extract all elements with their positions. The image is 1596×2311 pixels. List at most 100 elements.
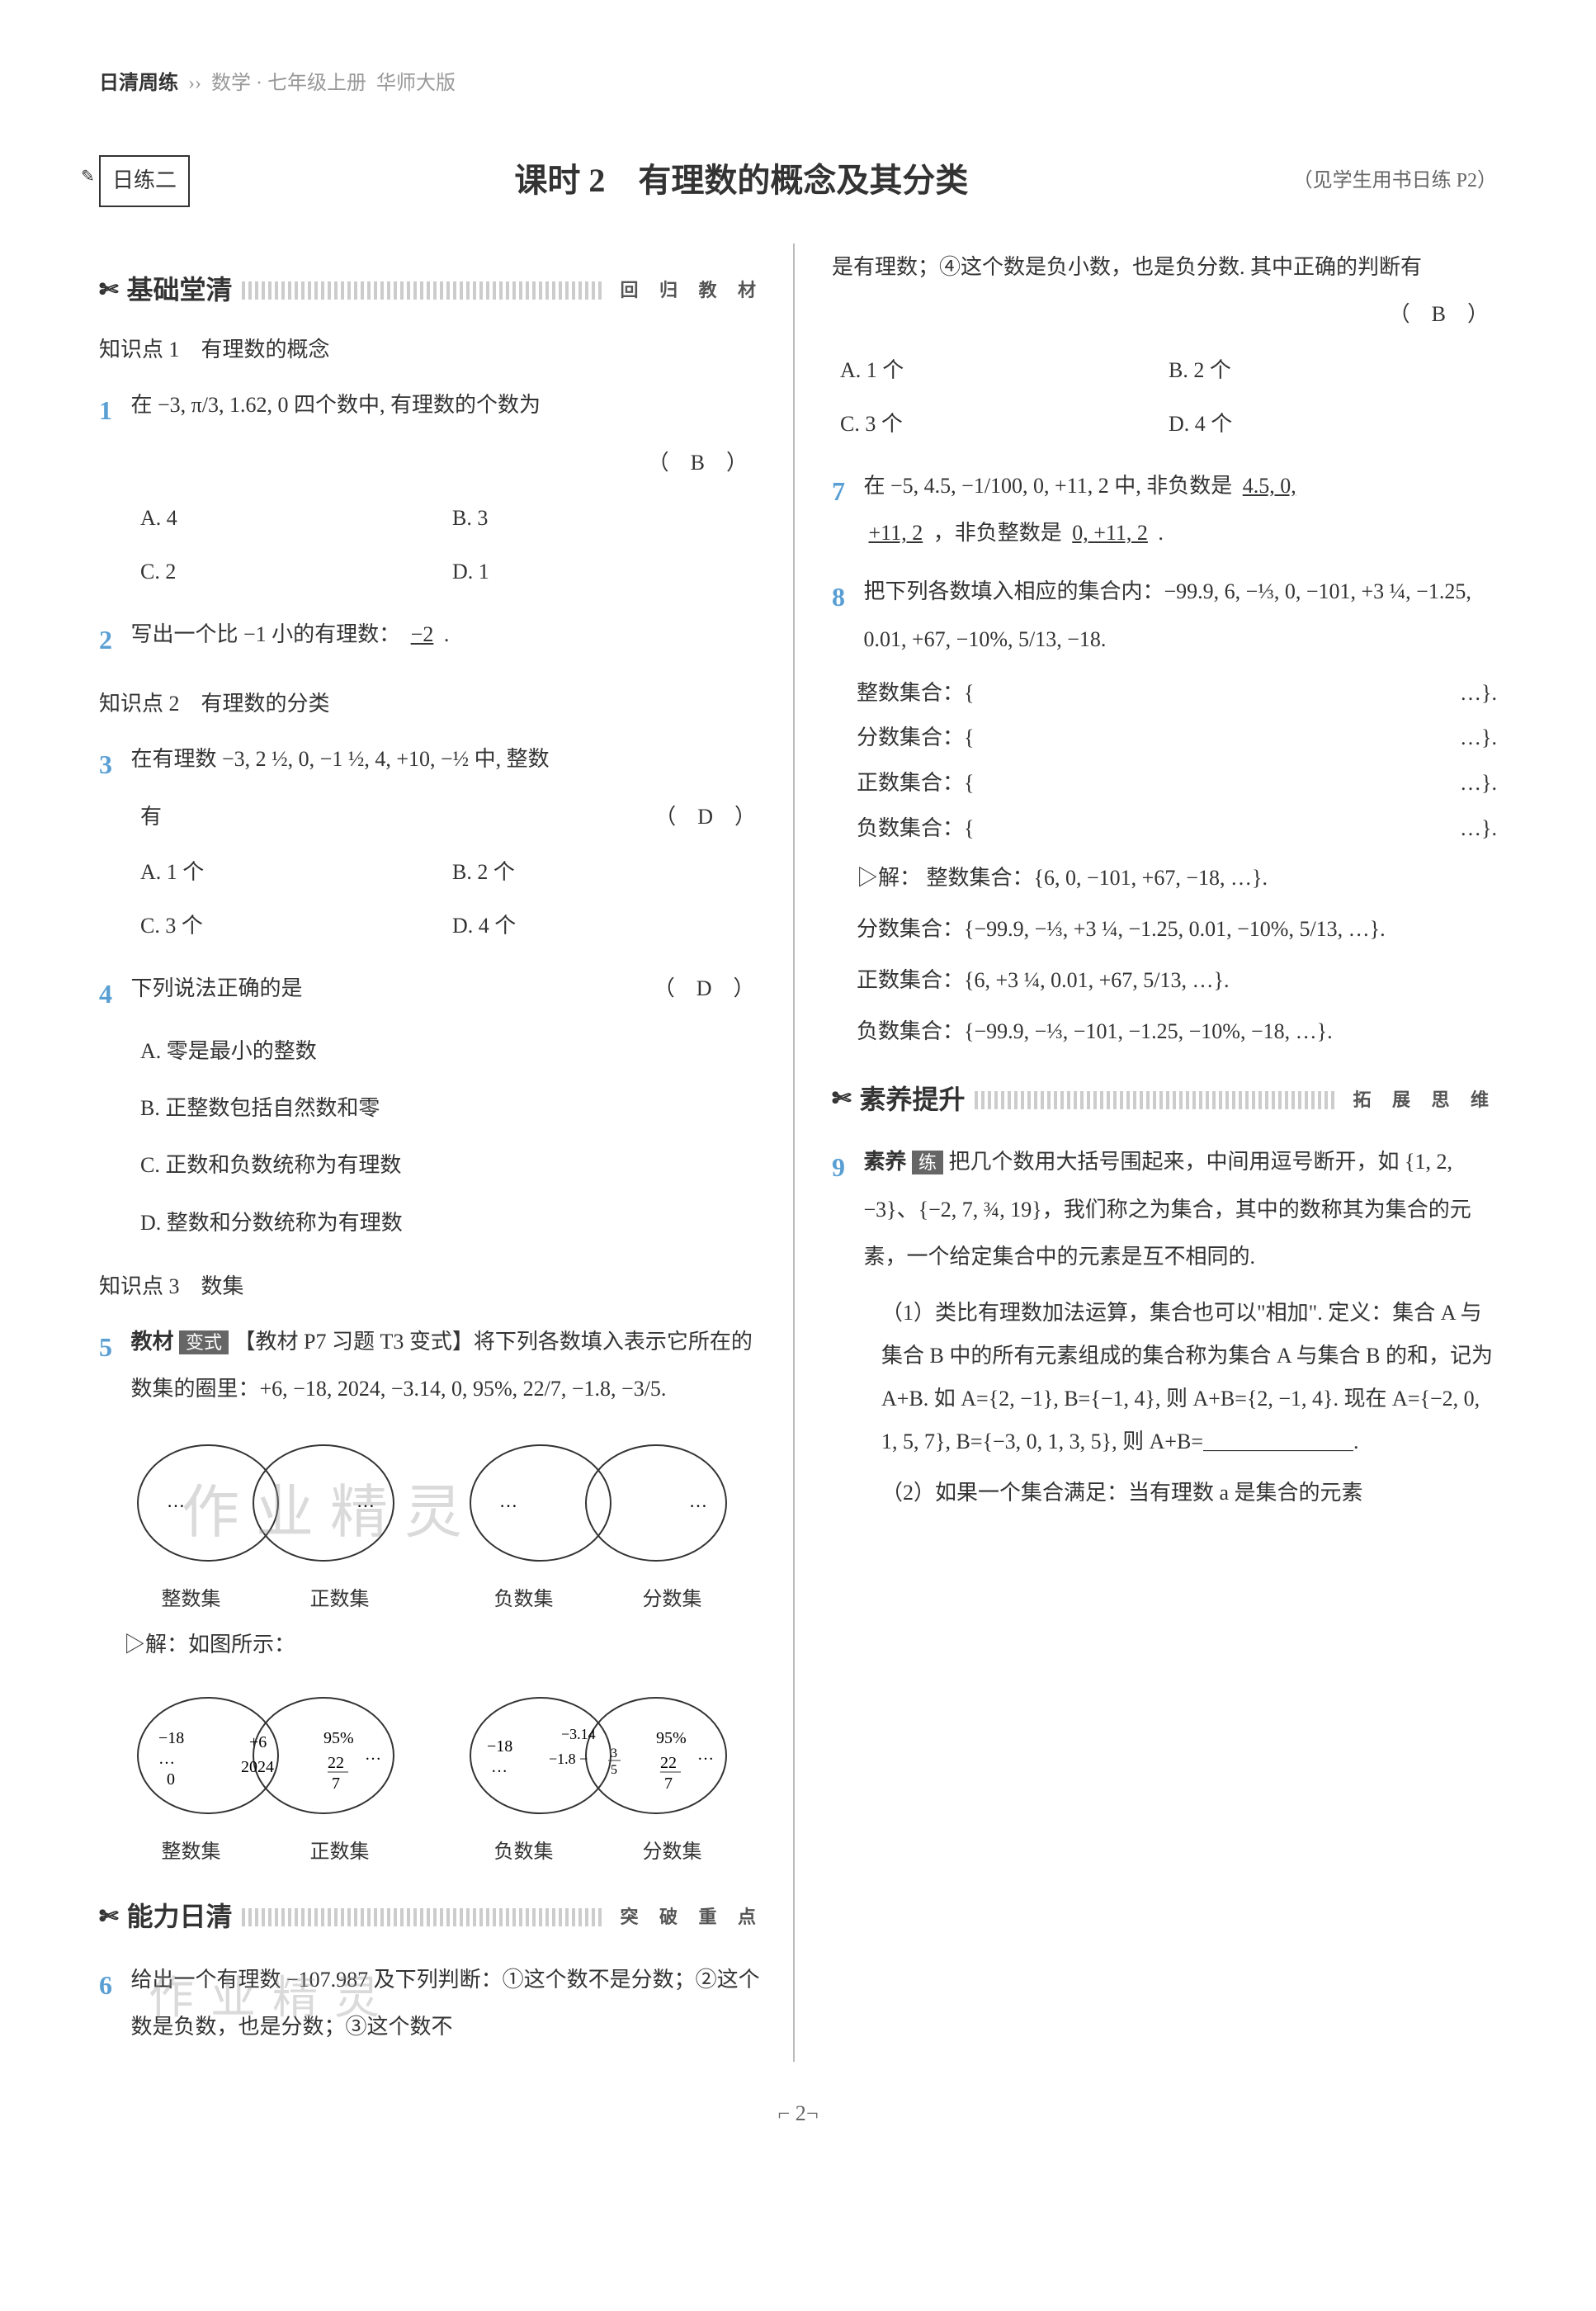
scissors-icon-3: ✄ bbox=[832, 1079, 851, 1120]
q3-options: A. 1 个 B. 2 个 C. 3 个 D. 4 个 bbox=[140, 845, 764, 952]
section2-title: 能力日清 bbox=[126, 1893, 232, 1941]
q3-answer: （ D ） bbox=[654, 793, 756, 840]
q3-optA: A. 1 个 bbox=[140, 845, 452, 899]
q5-num: 5 bbox=[99, 1318, 125, 1376]
q8-num: 8 bbox=[832, 568, 858, 626]
q5-tag: 变式 bbox=[179, 1330, 229, 1354]
q8-set4: 负数集合：{ …}. bbox=[857, 810, 1497, 848]
svg-text:+6: +6 bbox=[249, 1733, 267, 1751]
venn-sol-1: −18 … 0 +6 2024 95% 22 7 … 整数集 正数集 bbox=[117, 1681, 414, 1870]
q8-sol-label: ▷解： bbox=[857, 866, 921, 890]
venn-sol-2: −18 … −3.14 −1.8 − 3 5 95% 22 7 … 负数集 分数… bbox=[450, 1681, 747, 1870]
question-4: 4 下列说法正确的是 （ D ） A. 零是最小的整数 B. 正整数包括自然数和… bbox=[99, 965, 764, 1251]
venn-blank-row: 作业精灵 … … 整数集 正数集 … … bbox=[99, 1429, 764, 1618]
chapter-title: 课时 2 有理数的概念及其分类 bbox=[190, 151, 1293, 210]
q4-optD: D. 整数和分数统称为有理数 bbox=[140, 1194, 764, 1251]
question-3: 3 在有理数 −3, 2 ½, 0, −1 ½, 4, +10, −½ 中, 整… bbox=[99, 735, 764, 953]
q6-options: A. 1 个 B. 2 个 C. 3 个 D. 4 个 bbox=[840, 343, 1497, 451]
svg-text:0: 0 bbox=[167, 1770, 175, 1789]
svg-text:−1.8 −: −1.8 − bbox=[549, 1751, 588, 1767]
chapter-header: 日练二 课时 2 有理数的概念及其分类 （见学生用书日练 P2） bbox=[99, 151, 1497, 210]
q8-set1-l: 整数集合：{ bbox=[857, 674, 974, 713]
question-6: 作业精灵 6 给出一个有理数 −107.987 及下列判断：①这个数不是分数；②… bbox=[99, 1956, 764, 2050]
q1-num: 1 bbox=[99, 381, 125, 439]
svg-text:7: 7 bbox=[332, 1775, 340, 1793]
q8-set1: 整数集合：{ …}. bbox=[857, 674, 1497, 713]
svg-text:3: 3 bbox=[611, 1746, 617, 1760]
q4-text: 下列说法正确的是 bbox=[131, 976, 303, 1000]
section-basics: ✄ 基础堂清 回 归 教 材 bbox=[99, 267, 764, 314]
pattern-fill-3 bbox=[975, 1091, 1338, 1109]
svg-text:…: … bbox=[158, 1750, 175, 1768]
q8-sol2: 分数集合：{−99.9, −⅓, +3 ¼, −1.25, 0.01, −10%… bbox=[857, 908, 1497, 951]
q4-num: 4 bbox=[99, 965, 125, 1023]
q9-body: 素养 练 把几个数用大括号围起来，中间用逗号断开，如 {1, 2, −3}、{−… bbox=[864, 1138, 1496, 1280]
q2-body: 写出一个比 −1 小的有理数： −2 . bbox=[131, 611, 763, 658]
edition: 华师大版 bbox=[376, 66, 456, 102]
q7-ans1: 4.5, 0, bbox=[1238, 474, 1301, 498]
section2-tail: 突 破 重 点 bbox=[620, 1901, 764, 1934]
svg-text:22: 22 bbox=[660, 1754, 677, 1772]
q4-optB: B. 正整数包括自然数和零 bbox=[140, 1080, 764, 1137]
q8-set2-r: …}. bbox=[1460, 719, 1497, 758]
section-ability: ✄ 能力日清 突 破 重 点 bbox=[99, 1893, 764, 1941]
q1-optC: C. 2 bbox=[140, 545, 452, 598]
q1-answer: （ B ） bbox=[99, 439, 748, 486]
q1-optD: D. 1 bbox=[452, 545, 764, 598]
q7-ans2: 0, +11, 2 bbox=[1067, 521, 1153, 545]
q8-set3-r: …}. bbox=[1460, 764, 1497, 803]
q7-period: . bbox=[1158, 521, 1164, 545]
v1-right: 正数集 bbox=[310, 1582, 370, 1618]
venn-pair-2: … … 负数集 分数集 bbox=[450, 1429, 747, 1618]
svg-text:…: … bbox=[491, 1758, 508, 1776]
subject: 数学 · 七年级上册 bbox=[211, 66, 366, 102]
question-8: 8 把下列各数填入相应的集合内：−99.9, 6, −⅓, 0, −101, +… bbox=[832, 568, 1497, 662]
q6-optA: A. 1 个 bbox=[840, 343, 1169, 397]
vs1-right: 正数集 bbox=[310, 1835, 370, 1870]
question-5: 5 教材 变式 【教材 P7 习题 T3 变式】将下列各数填入表示它所在的数集的… bbox=[99, 1318, 764, 1412]
q8-sol4: 负数集合：{−99.9, −⅓, −101, −1.25, −10%, −18,… bbox=[857, 1010, 1497, 1053]
chapter-ref: （见学生用书日练 P2） bbox=[1293, 163, 1497, 199]
q7-num: 7 bbox=[832, 462, 858, 520]
venn-sol-diagram-1: −18 … 0 +6 2024 95% 22 7 … bbox=[117, 1681, 414, 1830]
q3-optC: C. 3 个 bbox=[140, 899, 452, 952]
q8-text: 把下列各数填入相应的集合内：−99.9, 6, −⅓, 0, −101, +3 … bbox=[864, 568, 1496, 662]
v2-right: 分数集 bbox=[643, 1582, 702, 1618]
q6-optB: B. 2 个 bbox=[1169, 343, 1497, 397]
vs2-right: 分数集 bbox=[643, 1835, 702, 1870]
q2-period: . bbox=[444, 622, 450, 646]
svg-text:…: … bbox=[499, 1491, 517, 1511]
q6cont-answer: （ B ） bbox=[1389, 291, 1489, 338]
svg-text:…: … bbox=[365, 1746, 381, 1764]
q9-tag: 练 bbox=[912, 1151, 943, 1174]
svg-text:95%: 95% bbox=[323, 1729, 354, 1747]
chevrons: ›› bbox=[188, 66, 201, 102]
scissors-icon-2: ✄ bbox=[99, 1897, 118, 1938]
venn-diagram-1: … … bbox=[117, 1429, 414, 1577]
q6cont-body: 是有理数；④这个数是负小数，也是负分数. 其中正确的判断有 （ B ） bbox=[832, 243, 1497, 338]
pattern-fill bbox=[242, 281, 605, 300]
scissors-icon: ✄ bbox=[99, 270, 118, 311]
q1-optA: A. 4 bbox=[140, 491, 452, 545]
section3-tail: 拓 展 思 维 bbox=[1353, 1084, 1497, 1117]
section-title: 基础堂清 bbox=[126, 267, 232, 314]
q7-text1: 在 −5, 4.5, −1/100, 0, +11, 2 中, 非负数是 bbox=[864, 474, 1233, 498]
q3-text2: 有 bbox=[140, 805, 162, 829]
q9-prefix: 素养 bbox=[864, 1150, 907, 1174]
series-name: 日清周练 bbox=[99, 66, 178, 102]
q8-set2: 分数集合：{ …}. bbox=[857, 719, 1497, 758]
question-1: 1 在 −3, π/3, 1.62, 0 四个数中, 有理数的个数为 （ B ）… bbox=[99, 381, 764, 599]
svg-text:−18: −18 bbox=[158, 1729, 184, 1747]
svg-text:…: … bbox=[689, 1491, 707, 1511]
svg-text:…: … bbox=[357, 1491, 375, 1511]
vs1-left: 整数集 bbox=[162, 1835, 221, 1870]
q5-body: 教材 变式 【教材 P7 习题 T3 变式】将下列各数填入表示它所在的数集的圈里… bbox=[131, 1318, 763, 1412]
right-column: 是有理数；④这个数是负小数，也是负分数. 其中正确的判断有 （ B ） A. 1… bbox=[828, 243, 1497, 2062]
section3-title: 素养提升 bbox=[859, 1076, 965, 1124]
svg-text:7: 7 bbox=[664, 1775, 673, 1793]
q9-text: 把几个数用大括号围起来，中间用逗号断开，如 {1, 2, −3}、{−2, 7,… bbox=[864, 1150, 1471, 1268]
q8-set2-l: 分数集合：{ bbox=[857, 719, 974, 758]
q4-body: 下列说法正确的是 （ D ） bbox=[131, 965, 763, 1012]
q2-answer: −2 bbox=[406, 622, 439, 646]
svg-text:−3.14: −3.14 bbox=[561, 1726, 596, 1742]
